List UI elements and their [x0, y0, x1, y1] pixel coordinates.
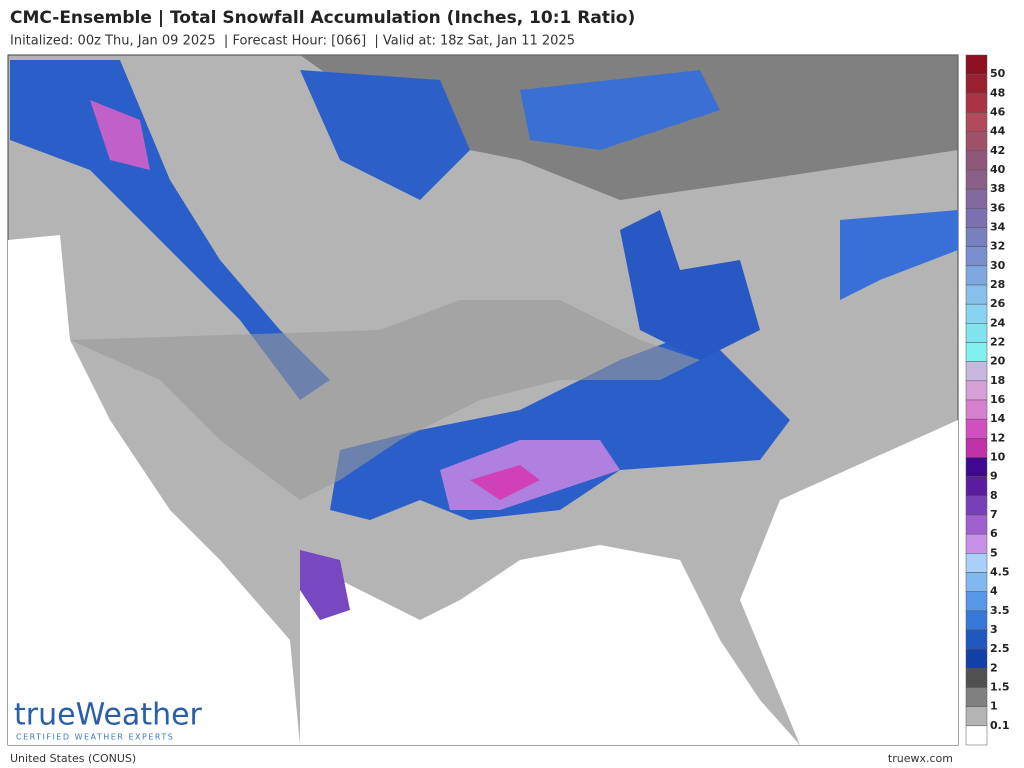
legend-swatch	[965, 457, 988, 477]
footer-region: United States (CONUS)	[10, 752, 136, 765]
legend-swatch	[965, 438, 988, 458]
legend-swatch	[965, 323, 988, 343]
legend-label: 10	[990, 451, 1006, 464]
legend-label: 36	[990, 201, 1006, 214]
legend-label: 44	[990, 125, 1006, 138]
legend-swatch	[965, 514, 988, 535]
legend-swatch	[965, 418, 988, 439]
legend: 5048464442403836343230282624222018161412…	[965, 54, 1010, 746]
title: CMC-Ensemble | Total Snowfall Accumulati…	[10, 8, 635, 28]
legend-swatch	[965, 208, 988, 228]
map	[7, 54, 959, 746]
legend-swatch	[965, 380, 988, 401]
legend-label: 2	[990, 661, 998, 674]
legend-label: 1.5	[990, 681, 1010, 694]
logo-tagline: CERTIFIED WEATHER EXPERTS	[16, 733, 174, 742]
legend-swatch	[965, 342, 988, 362]
legend-label: 46	[990, 106, 1006, 119]
legend-label: 14	[990, 412, 1006, 425]
legend-label: 0.1	[990, 719, 1010, 732]
legend-swatch	[965, 629, 988, 650]
legend-label: 28	[990, 278, 1005, 291]
legend-label: 6	[990, 527, 998, 540]
legend-label: 9	[990, 470, 998, 483]
legend-label: 4	[990, 585, 998, 598]
legend-swatch	[965, 361, 988, 382]
legend-swatch	[965, 112, 988, 132]
legend-label: 18	[990, 374, 1005, 387]
legend-swatch	[965, 54, 988, 75]
legend-swatch	[965, 668, 988, 688]
legend-label: 16	[990, 393, 1006, 406]
legend-label: 32	[990, 240, 1005, 253]
legend-label: 42	[990, 144, 1005, 157]
legend-label: 1	[990, 700, 998, 713]
legend-swatch	[965, 399, 988, 420]
legend-swatch	[965, 150, 988, 171]
subtitle: Initalized: 00z Thu, Jan 09 2025 | Forec…	[10, 34, 575, 49]
legend-swatch	[965, 265, 988, 286]
legend-swatch	[965, 93, 988, 113]
legend-swatch	[965, 687, 988, 707]
legend-swatch	[965, 188, 988, 209]
legend-label: 26	[990, 297, 1006, 310]
footer-site: truewx.com	[888, 752, 953, 765]
legend-swatch	[965, 303, 988, 324]
legend-swatch	[965, 572, 988, 592]
legend-swatch	[965, 648, 988, 669]
legend-label: 50	[990, 67, 1006, 80]
legend-label: 3	[990, 623, 998, 636]
legend-label: 24	[990, 316, 1006, 329]
legend-swatch	[965, 227, 988, 247]
legend-label: 7	[990, 508, 998, 521]
legend-swatch	[965, 476, 988, 497]
legend-swatch	[965, 610, 988, 631]
legend-swatch	[965, 495, 988, 516]
logo: trueWeather	[14, 698, 203, 733]
legend-swatch	[965, 706, 988, 727]
legend-swatch	[965, 284, 988, 305]
legend-swatch	[965, 553, 988, 573]
legend-swatch	[965, 73, 988, 94]
legend-label: 4.5	[990, 566, 1010, 579]
legend-swatch	[965, 246, 988, 267]
legend-swatch	[965, 131, 988, 152]
legend-label: 48	[990, 86, 1005, 99]
legend-label: 34	[990, 221, 1006, 234]
legend-label: 30	[990, 259, 1006, 272]
legend-label: 38	[990, 182, 1005, 195]
legend-swatch	[965, 725, 988, 746]
legend-label: 22	[990, 336, 1005, 349]
legend-label: 5	[990, 546, 998, 559]
legend-swatch	[965, 591, 988, 612]
legend-label: 12	[990, 431, 1005, 444]
legend-label: 40	[990, 163, 1006, 176]
legend-swatch	[965, 169, 988, 190]
legend-swatch	[965, 533, 988, 554]
legend-label: 3.5	[990, 604, 1010, 617]
legend-label: 2.5	[990, 642, 1010, 655]
legend-label: 8	[990, 489, 998, 502]
legend-label: 20	[990, 355, 1006, 368]
